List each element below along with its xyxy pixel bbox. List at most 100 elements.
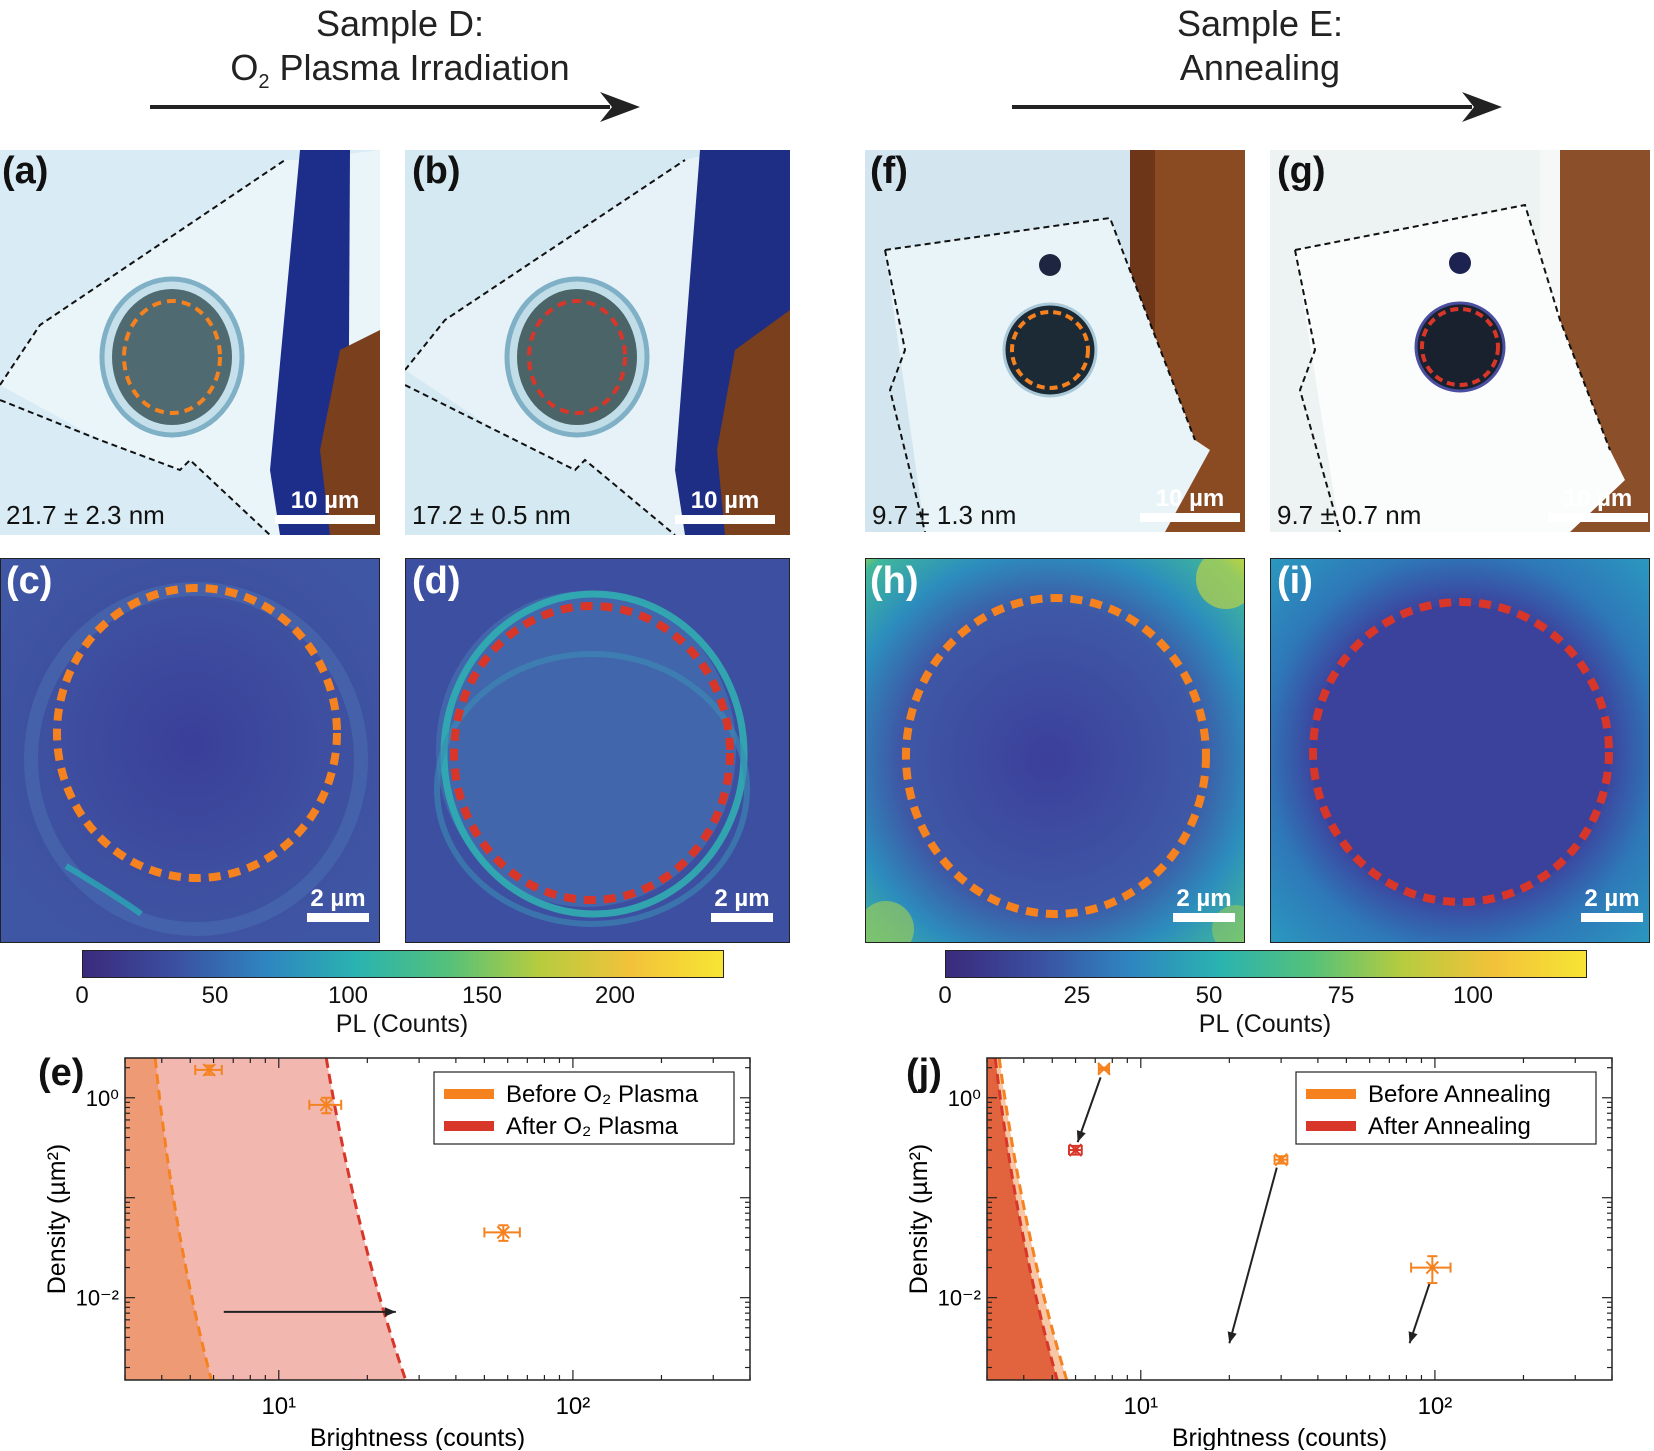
legend-label: Before O₂ Plasma	[506, 1081, 699, 1108]
colorbar-left-tick: 100	[327, 982, 369, 1009]
legend: Before O₂ Plasma After O₂ Plasma	[433, 1071, 735, 1145]
scatter-plot-e: 10¹ 10² 10⁰ 10⁻² Brightness (counts) Density …	[43, 1057, 751, 1450]
star-marker	[1274, 1153, 1288, 1167]
colorbar-right	[945, 950, 1587, 978]
heading-sample-e-line1: Sample E:	[1176, 3, 1344, 44]
scalebar-d-label: 2 µm	[714, 885, 770, 912]
heading-sample-d-line1: Sample D:	[315, 3, 485, 44]
star-marker	[319, 1098, 333, 1112]
o2-sub: 2	[258, 71, 270, 94]
annotation-arrowhead	[1227, 1331, 1237, 1344]
legend-box	[433, 1071, 735, 1145]
scalebar-i-bar	[1581, 913, 1643, 922]
scalebar-c: 2 µm	[306, 885, 370, 922]
panel-label-i: (i)	[1277, 560, 1313, 602]
y-axis-label: Density (µm²)	[905, 1144, 933, 1295]
panel-label-b: (b)	[412, 150, 461, 192]
colorbar-right-tick: 100	[1452, 982, 1494, 1009]
axes-frame	[124, 1057, 751, 1381]
legend-label: After O₂ Plasma	[506, 1113, 679, 1140]
panel-label-f: (f)	[870, 150, 908, 192]
o2-prefix: O	[230, 47, 259, 88]
annotation-arrowhead	[1408, 1331, 1418, 1344]
plot-area	[125, 1058, 408, 1380]
threshold-line	[324, 1058, 408, 1380]
scalebar-b-bar	[675, 515, 775, 524]
data-point	[194, 1063, 223, 1077]
scalebar-f-bar	[1140, 513, 1240, 522]
star-marker	[202, 1063, 216, 1077]
panel-label-c: (c)	[6, 560, 53, 602]
star-marker	[1068, 1143, 1083, 1157]
colorbar-right-tick: 25	[1063, 982, 1091, 1009]
colorbar-right-ticks: 0 25 50 75 100	[938, 982, 1585, 1012]
y-tick-label: 10⁰	[86, 1086, 119, 1111]
annotation-arrowhead	[384, 1307, 396, 1317]
scalebar-g: 10 µm	[1548, 485, 1648, 522]
threshold-line	[993, 1058, 1059, 1380]
threshold-region	[125, 1058, 406, 1380]
process-arrow-left	[150, 92, 640, 122]
panel-label-a: (a)	[2, 150, 49, 192]
optical-image-b	[405, 150, 790, 535]
scalebar-h-bar	[1173, 913, 1235, 922]
pl-map-i	[1270, 558, 1650, 943]
y-axis-label: Density (µm²)	[43, 1144, 71, 1295]
x-tick-label: 10¹	[261, 1393, 296, 1420]
data-point	[1097, 1062, 1111, 1076]
data-point	[308, 1096, 343, 1115]
optical-image-f	[865, 150, 1245, 532]
x-axis-label: Brightness (counts)	[310, 1424, 525, 1450]
scalebar-g-bar	[1548, 513, 1648, 522]
panel-label-d: (d)	[412, 560, 461, 602]
colorbar-left-ticks: 0 50 100 150 200	[75, 982, 722, 1012]
x-axis-label: Brightness (counts)	[1172, 1424, 1387, 1450]
scalebar-a-bar	[275, 515, 375, 524]
colorbar-left-label: PL (Counts)	[335, 1010, 469, 1038]
thickness-a: 21.7 ± 2.3 nm	[6, 500, 165, 530]
scalebar-a-label: 10 µm	[290, 487, 360, 514]
panel-label-h: (h)	[870, 560, 919, 602]
pl-map-d	[405, 558, 790, 943]
heading-sample-d: Sample D: O2 Plasma Irradiation	[190, 2, 610, 104]
scalebar-d: 2 µm	[710, 885, 774, 922]
y-tick-label: 10⁻²	[938, 1286, 981, 1311]
threshold-region	[125, 1058, 212, 1380]
colorbar-right-label: PL (Counts)	[1198, 1010, 1332, 1038]
x-tick-label: 10¹	[1123, 1393, 1158, 1420]
o2-rest: Plasma Irradiation	[269, 47, 570, 88]
axes-frame	[986, 1057, 1613, 1381]
colorbar-right-tick: 75	[1327, 982, 1355, 1009]
thickness-b: 17.2 ± 0.5 nm	[412, 500, 571, 530]
panel-label-g: (g)	[1277, 150, 1326, 192]
data-point	[1273, 1153, 1289, 1167]
scalebar-f: 10 µm	[1140, 485, 1240, 522]
scalebar-b: 10 µm	[675, 487, 775, 524]
legend: Before Annealing After Annealing	[1295, 1071, 1597, 1145]
heading-sample-d-line2: O2 Plasma Irradiation	[190, 46, 610, 104]
scalebar-i: 2 µm	[1580, 885, 1644, 922]
process-arrow-right	[1012, 92, 1502, 122]
x-tick-label: 10²	[1418, 1393, 1453, 1420]
scalebar-d-bar	[711, 913, 773, 922]
optical-image-a	[0, 150, 380, 535]
colorbar-left-tick: 0	[75, 982, 89, 1009]
plot-area	[987, 1058, 1069, 1380]
star-marker	[1097, 1062, 1111, 1076]
panel-label-e: (e)	[38, 1052, 85, 1094]
star-marker	[496, 1225, 511, 1240]
scalebar-h: 2 µm	[1172, 885, 1236, 922]
data-point	[483, 1224, 521, 1242]
data-point	[1067, 1143, 1083, 1157]
thickness-g: 9.7 ± 0.7 nm	[1277, 500, 1422, 530]
x-tick-label: 10²	[556, 1393, 591, 1420]
scalebar-a: 10 µm	[275, 487, 375, 524]
y-tick-label: 10⁰	[948, 1086, 981, 1111]
scalebar-h-label: 2 µm	[1176, 885, 1232, 912]
legend-label: Before Annealing	[1368, 1081, 1551, 1108]
pl-map-h	[865, 558, 1245, 943]
panel-label-j: (j)	[906, 1052, 942, 1094]
annotation-arrowhead	[1076, 1130, 1086, 1143]
annotation-arrow	[1228, 1167, 1278, 1344]
scalebar-c-label: 2 µm	[310, 885, 366, 912]
